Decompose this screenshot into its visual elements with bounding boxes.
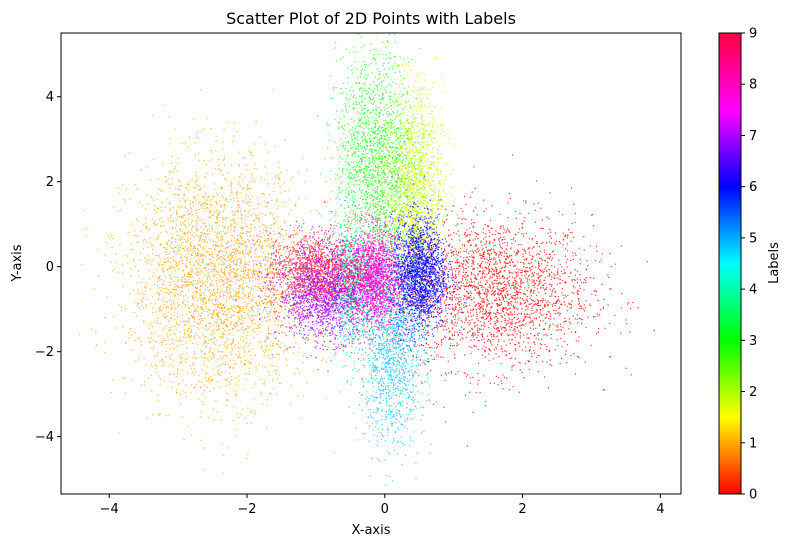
x-tick-label: 4 [656, 502, 664, 517]
x-axis-ticks: −4 −2 0 2 4 [100, 494, 664, 517]
cluster-9 [233, 201, 397, 330]
colorbar-tick-label: 7 [749, 129, 757, 144]
colorbar-tick-label: 6 [749, 180, 757, 195]
colorbar-tick-label: 4 [749, 283, 757, 298]
y-axis-label: Y-axis [10, 244, 25, 282]
y-tick-label: 4 [46, 90, 54, 105]
y-tick-label: −2 [35, 345, 54, 360]
colorbar-ticks: 0 1 2 3 4 5 6 7 8 9 [741, 27, 757, 503]
colorbar-tick-label: 9 [749, 27, 757, 42]
colorbar-tick-label: 5 [749, 231, 757, 246]
colorbar-tick-label: 2 [749, 385, 757, 400]
x-axis-label: X-axis [352, 523, 391, 538]
x-tick-label: −2 [237, 502, 256, 517]
y-tick-label: −4 [35, 430, 54, 445]
colorbar-tick-label: 1 [749, 436, 757, 451]
colorbar-label: Labels [767, 242, 782, 284]
colorbar-tick-label: 8 [749, 78, 757, 93]
plot-frame [60, 32, 682, 495]
cluster-3 [317, 33, 458, 338]
x-tick-label: 0 [381, 502, 389, 517]
cluster-8 [335, 174, 417, 345]
y-tick-label: 0 [46, 260, 54, 275]
x-tick-label: 2 [518, 502, 526, 517]
cluster-0 [313, 154, 655, 447]
chart-title: Scatter Plot of 2D Points with Labels [226, 9, 516, 28]
colorbar-tick-label: 0 [749, 488, 757, 503]
x-tick-label: −4 [100, 502, 119, 517]
colorbar-tick-label: 3 [749, 334, 757, 349]
cluster-1 [78, 89, 412, 475]
scatter-points [78, 33, 655, 486]
colorbar [718, 32, 742, 495]
y-tick-label: 2 [46, 175, 54, 190]
y-axis-ticks: −4 −2 0 2 4 [35, 90, 61, 445]
